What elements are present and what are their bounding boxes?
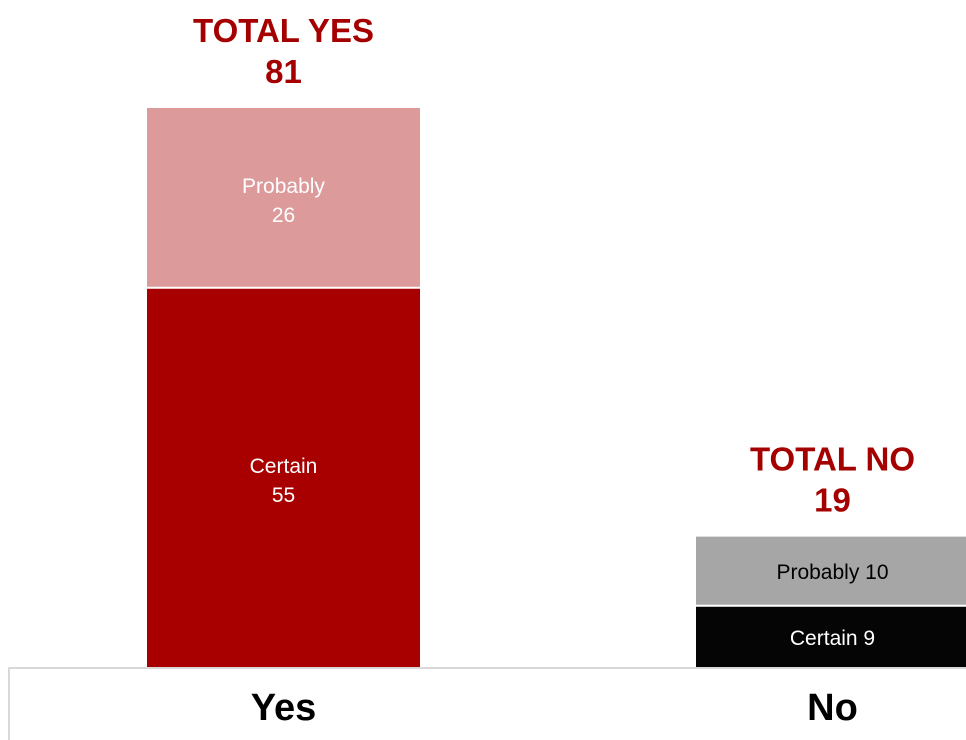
segment-name-yes-probably: Probably bbox=[242, 175, 325, 198]
category-axis-box bbox=[8, 667, 966, 740]
total-value-yes: 81 bbox=[265, 53, 302, 90]
labels-layer: Certain 55 Probably 26 TOTAL YES 81 Yes Certain… bbox=[193, 12, 915, 729]
total-label-no: TOTAL NO bbox=[750, 441, 915, 478]
data-label-no-certain: Certain 9 bbox=[790, 627, 875, 650]
total-value-no: 19 bbox=[814, 482, 851, 519]
bar-segment-yes-certain bbox=[147, 287, 420, 668]
bar-segment-no-probably bbox=[696, 536, 966, 606]
data-label-no-probably: Probably 10 bbox=[776, 561, 888, 584]
total-label-yes: TOTAL YES bbox=[193, 12, 374, 49]
bar-segment-no-certain bbox=[696, 605, 966, 668]
segment-value-yes-certain: 55 bbox=[272, 484, 295, 507]
category-label-yes: Yes bbox=[251, 687, 317, 729]
category-label-no: No bbox=[807, 687, 858, 729]
segment-value-yes-probably: 26 bbox=[272, 204, 295, 227]
bar-segment-yes-probably bbox=[147, 108, 420, 288]
bars-layer bbox=[147, 108, 966, 668]
segment-name-yes-certain: Certain bbox=[250, 455, 318, 478]
